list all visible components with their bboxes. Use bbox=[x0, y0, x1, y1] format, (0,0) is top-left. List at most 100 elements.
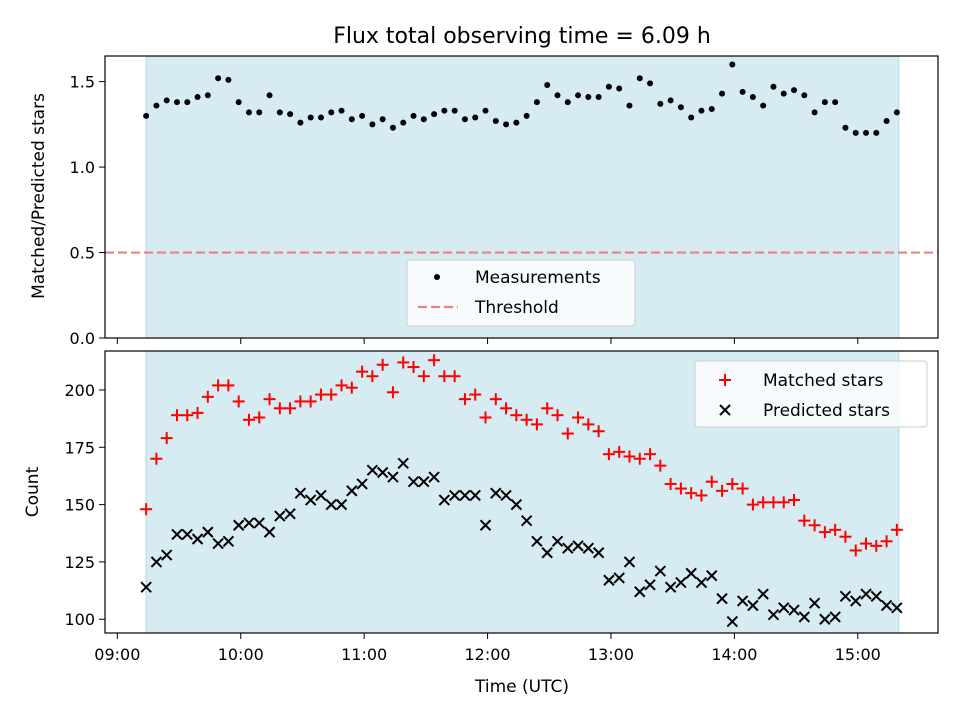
measurement-point bbox=[739, 88, 746, 95]
predicted-stars-point bbox=[243, 517, 255, 529]
matched-stars-point bbox=[644, 448, 657, 461]
matched-stars-point bbox=[798, 514, 811, 527]
predicted-stars-point bbox=[829, 611, 841, 623]
matched-stars-point bbox=[582, 418, 595, 431]
x-b bbox=[664, 581, 677, 593]
matched-stars-point bbox=[386, 386, 399, 399]
x-b bbox=[315, 489, 327, 502]
predicted-stars-point bbox=[418, 475, 430, 488]
predicted-stars-point bbox=[551, 535, 564, 547]
measurement-point bbox=[513, 119, 520, 126]
measurement-point bbox=[626, 102, 633, 109]
measurement-point bbox=[667, 97, 674, 104]
predicted-stars-point bbox=[263, 526, 276, 538]
predicted-stars-point bbox=[716, 592, 728, 605]
x-b bbox=[294, 487, 307, 499]
top-ytick-label: 0.0 bbox=[70, 329, 95, 348]
top-ytick-label: 0.5 bbox=[70, 244, 95, 263]
x-b bbox=[726, 615, 739, 628]
predicted-stars-point bbox=[592, 547, 605, 559]
predicted-stars-point bbox=[736, 595, 749, 607]
measurement-point bbox=[307, 114, 314, 121]
matched-stars-points bbox=[140, 354, 903, 557]
bottom-xtick-label: 09:00 bbox=[94, 645, 140, 664]
bottom-legend: Matched stars Predicted stars bbox=[694, 360, 928, 428]
legend-matched-label: Matched stars bbox=[763, 371, 883, 391]
predicted-stars-point bbox=[613, 572, 625, 584]
measurement-point bbox=[173, 99, 180, 106]
x-b bbox=[685, 567, 697, 580]
x-b bbox=[808, 597, 821, 609]
x-b bbox=[150, 556, 163, 568]
matched-stars-point bbox=[345, 381, 358, 394]
bottom-xtick-label: 10:00 bbox=[218, 645, 264, 664]
measurement-point bbox=[359, 112, 366, 119]
matched-stars-point bbox=[541, 402, 554, 415]
matched-stars-point bbox=[777, 496, 790, 509]
matched-stars-point bbox=[366, 370, 379, 383]
top-ylabel: Matched/Predicted stars bbox=[29, 93, 49, 299]
predicted-stars-point bbox=[654, 565, 667, 577]
x-b bbox=[202, 526, 214, 538]
measurement-point bbox=[420, 116, 427, 123]
x-b bbox=[263, 526, 276, 538]
measurement-point bbox=[235, 99, 242, 106]
matched-stars-point bbox=[448, 370, 461, 383]
matched-stars-point bbox=[685, 487, 698, 500]
matched-stars-point bbox=[458, 393, 471, 406]
top-panel: 0.0 0.5 1.0 1.5 Measurements Threshold bbox=[70, 55, 939, 348]
matched-stars-point bbox=[335, 379, 348, 392]
x-b bbox=[644, 579, 656, 591]
predicted-stars-point bbox=[448, 489, 461, 502]
bottom-legend-box bbox=[694, 360, 928, 428]
measurement-point bbox=[770, 83, 777, 90]
x-b bbox=[613, 572, 625, 584]
predicted-stars-point bbox=[644, 579, 656, 591]
measurement-point bbox=[883, 117, 890, 124]
measurement-point bbox=[749, 94, 756, 101]
x-b bbox=[839, 590, 852, 603]
measurement-point bbox=[688, 114, 695, 121]
measurement-point bbox=[760, 102, 767, 109]
matched-stars-point bbox=[407, 361, 420, 374]
measurement-point bbox=[163, 97, 170, 104]
x-b bbox=[716, 592, 728, 605]
bottom-ytick-label: 200 bbox=[64, 381, 95, 400]
measurement-point bbox=[204, 92, 211, 99]
matched-stars-point bbox=[160, 432, 173, 445]
predicted-stars-point bbox=[664, 581, 677, 593]
predicted-stars-point bbox=[572, 540, 584, 552]
measurement-point bbox=[842, 124, 849, 131]
matched-stars-point bbox=[767, 496, 780, 509]
x-b bbox=[387, 471, 399, 483]
predicted-stars-point bbox=[880, 599, 893, 612]
matched-stars-point bbox=[674, 482, 687, 495]
x-b bbox=[490, 487, 502, 499]
x-b bbox=[654, 565, 667, 577]
matched-stars-point bbox=[705, 475, 718, 488]
predicted-stars-point bbox=[315, 489, 327, 502]
predicted-stars-point bbox=[294, 487, 307, 499]
matched-stars-point bbox=[232, 395, 245, 408]
measurement-point bbox=[564, 99, 571, 106]
matched-stars-point bbox=[808, 519, 821, 532]
matched-stars-point bbox=[284, 402, 297, 415]
predicted-stars-point bbox=[757, 588, 769, 600]
matched-stars-point bbox=[757, 496, 770, 509]
x-b bbox=[747, 599, 759, 612]
predicted-stars-point bbox=[675, 576, 687, 589]
predicted-stars-point bbox=[171, 528, 183, 541]
bottom-ylabel: Count bbox=[23, 466, 43, 517]
x-b bbox=[191, 533, 204, 545]
x-b bbox=[428, 471, 440, 483]
x-b bbox=[232, 519, 245, 531]
bottom-ytick-label: 150 bbox=[64, 496, 95, 515]
measurement-point bbox=[677, 104, 684, 111]
x-b bbox=[274, 510, 286, 522]
legend-matched-marker bbox=[719, 374, 731, 386]
predicted-stars-points bbox=[140, 457, 903, 628]
measurement-point bbox=[492, 117, 499, 124]
measurement-point bbox=[276, 109, 283, 116]
matched-stars-point bbox=[489, 393, 502, 406]
x-b bbox=[171, 528, 183, 541]
